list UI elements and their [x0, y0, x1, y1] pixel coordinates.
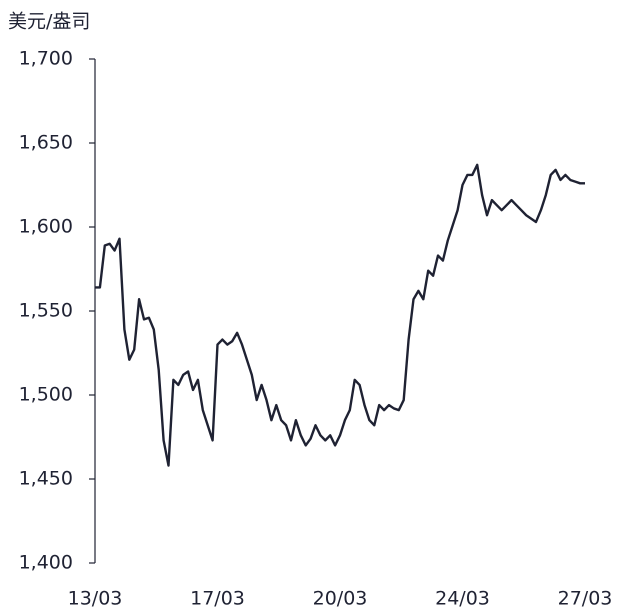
- x-tick-label: 20/03: [313, 588, 368, 610]
- y-tick-label: 1,400: [19, 552, 73, 574]
- y-tick-label: 1,500: [19, 384, 73, 406]
- x-tick-label: 27/03: [558, 588, 613, 610]
- x-tick-label: 24/03: [435, 588, 490, 610]
- x-tick-label: 13/03: [68, 588, 123, 610]
- x-tick-label: 17/03: [190, 588, 245, 610]
- y-axis-label: 美元/盎司: [8, 11, 90, 33]
- y-tick-label: 1,450: [19, 468, 73, 490]
- y-tick-label: 1,600: [19, 216, 73, 238]
- y-tick-label: 1,650: [19, 132, 73, 154]
- y-tick-label: 1,550: [19, 300, 73, 322]
- y-tick-label: 1,700: [19, 48, 73, 70]
- price-line: [95, 163, 585, 467]
